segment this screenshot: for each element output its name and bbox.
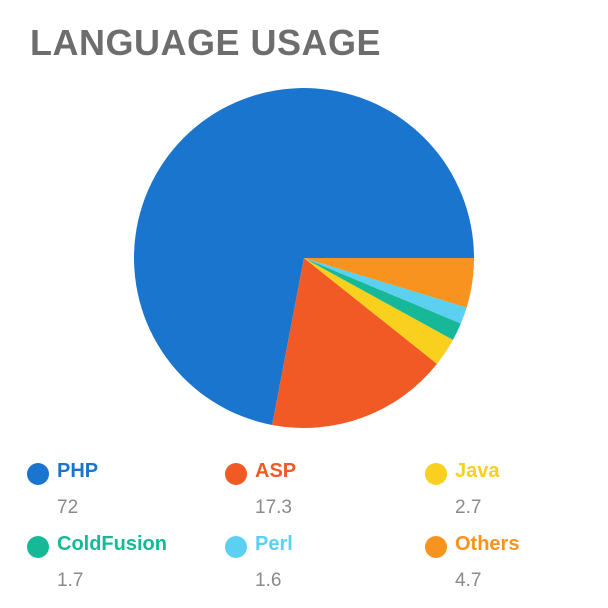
legend-item-php: PHP 72	[27, 455, 217, 518]
legend-label-others: Others	[455, 533, 520, 555]
chart-title: LANGUAGE USAGE	[30, 22, 382, 63]
pie-slice-php	[134, 88, 475, 425]
legend-value-others: 4.7	[455, 570, 482, 591]
legend-label-asp: ASP	[255, 460, 297, 482]
legend-value-coldfusion: 1.7	[57, 570, 84, 591]
pie-chart	[134, 88, 475, 428]
legend-value-java: 2.7	[455, 497, 482, 518]
legend-swatch-others	[425, 536, 447, 558]
pie-slice-java	[304, 258, 453, 364]
pie-slice-others	[304, 258, 475, 308]
legend: PHP 72 ASP 17.3 Java 2.7 ColdFusion 1.7 …	[0, 455, 608, 605]
legend-swatch-asp	[225, 463, 247, 485]
legend-label-coldfusion: ColdFusion	[57, 533, 167, 555]
legend-swatch-perl	[225, 536, 247, 558]
legend-swatch-java	[425, 463, 447, 485]
legend-label-perl: Perl	[255, 533, 293, 555]
legend-item-others: Others 4.7	[425, 528, 608, 591]
legend-label-java: Java	[455, 460, 500, 482]
legend-swatch-coldfusion	[27, 536, 49, 558]
pie-slice-coldfusion	[304, 258, 461, 340]
pie-slice-asp	[272, 258, 438, 428]
legend-value-php: 72	[57, 497, 79, 518]
legend-label-php: PHP	[57, 460, 99, 482]
pie-slice-perl	[304, 258, 467, 324]
legend-value-asp: 17.3	[255, 497, 292, 518]
legend-swatch-php	[27, 463, 49, 485]
legend-item-java: Java 2.7	[425, 455, 608, 518]
legend-value-perl: 1.6	[255, 570, 282, 591]
legend-item-perl: Perl 1.6	[225, 528, 415, 591]
legend-item-coldfusion: ColdFusion 1.7	[27, 528, 217, 591]
legend-item-asp: ASP 17.3	[225, 455, 415, 518]
